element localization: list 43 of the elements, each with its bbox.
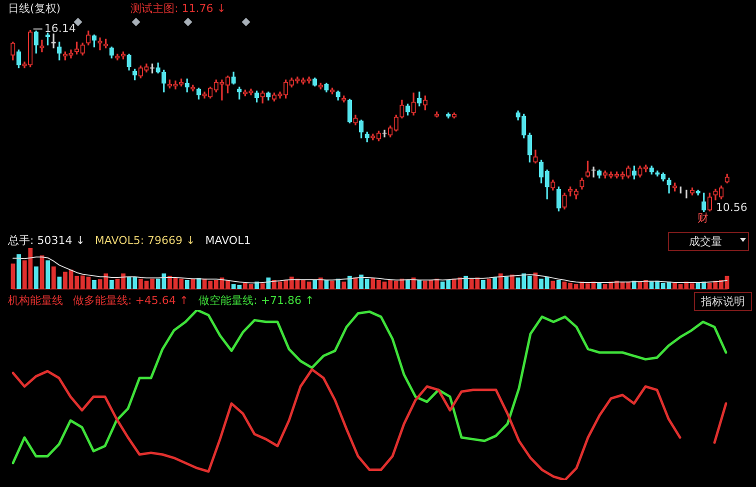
bar: [510, 274, 514, 289]
bar: [260, 283, 265, 289]
bar: [110, 280, 114, 289]
text: 做空能量线: +71.86 ↑: [198, 294, 314, 307]
bar: [330, 280, 334, 289]
annotation: 16.14: [44, 22, 76, 35]
text: 测试主图: 11.76 ↓: [130, 2, 226, 15]
bar: [16, 254, 21, 289]
chart-title: 日线(复权): [8, 2, 61, 15]
candlestick: [98, 38, 102, 50]
bar: [504, 276, 509, 289]
text: 指标说明: [694, 292, 752, 311]
text: MAVOL1: [205, 234, 251, 247]
bar: [348, 276, 352, 289]
text: MAVOL5: 79669 ↓: [94, 234, 196, 247]
bar: [51, 266, 56, 289]
bar: [342, 282, 346, 289]
chart-title: 总手: 50314 ↓: [8, 234, 85, 247]
bar: [196, 278, 201, 289]
bar: [46, 260, 50, 289]
bar: [481, 280, 486, 289]
chart-title: 机构能量线: [8, 294, 63, 307]
bar: [464, 276, 468, 289]
bar: [92, 280, 96, 289]
bar: [10, 264, 16, 289]
annotation: 10.56: [716, 200, 748, 214]
candlestick: [51, 34, 56, 48]
bar: [34, 266, 38, 289]
bar: [184, 280, 190, 289]
bar: [406, 280, 410, 289]
bar: [556, 280, 561, 289]
bar: [492, 278, 497, 289]
bar: [57, 276, 62, 289]
bar: [417, 280, 422, 289]
annotation: 成交量: [668, 232, 749, 251]
bar: [550, 280, 556, 289]
bar: [318, 278, 323, 289]
annotation: 财: [697, 211, 708, 224]
bar: [597, 282, 602, 289]
text: 做多能量线: +45.64 ↑: [73, 294, 189, 307]
bar: [266, 278, 271, 289]
bar: [498, 273, 503, 289]
bar: [312, 280, 318, 289]
